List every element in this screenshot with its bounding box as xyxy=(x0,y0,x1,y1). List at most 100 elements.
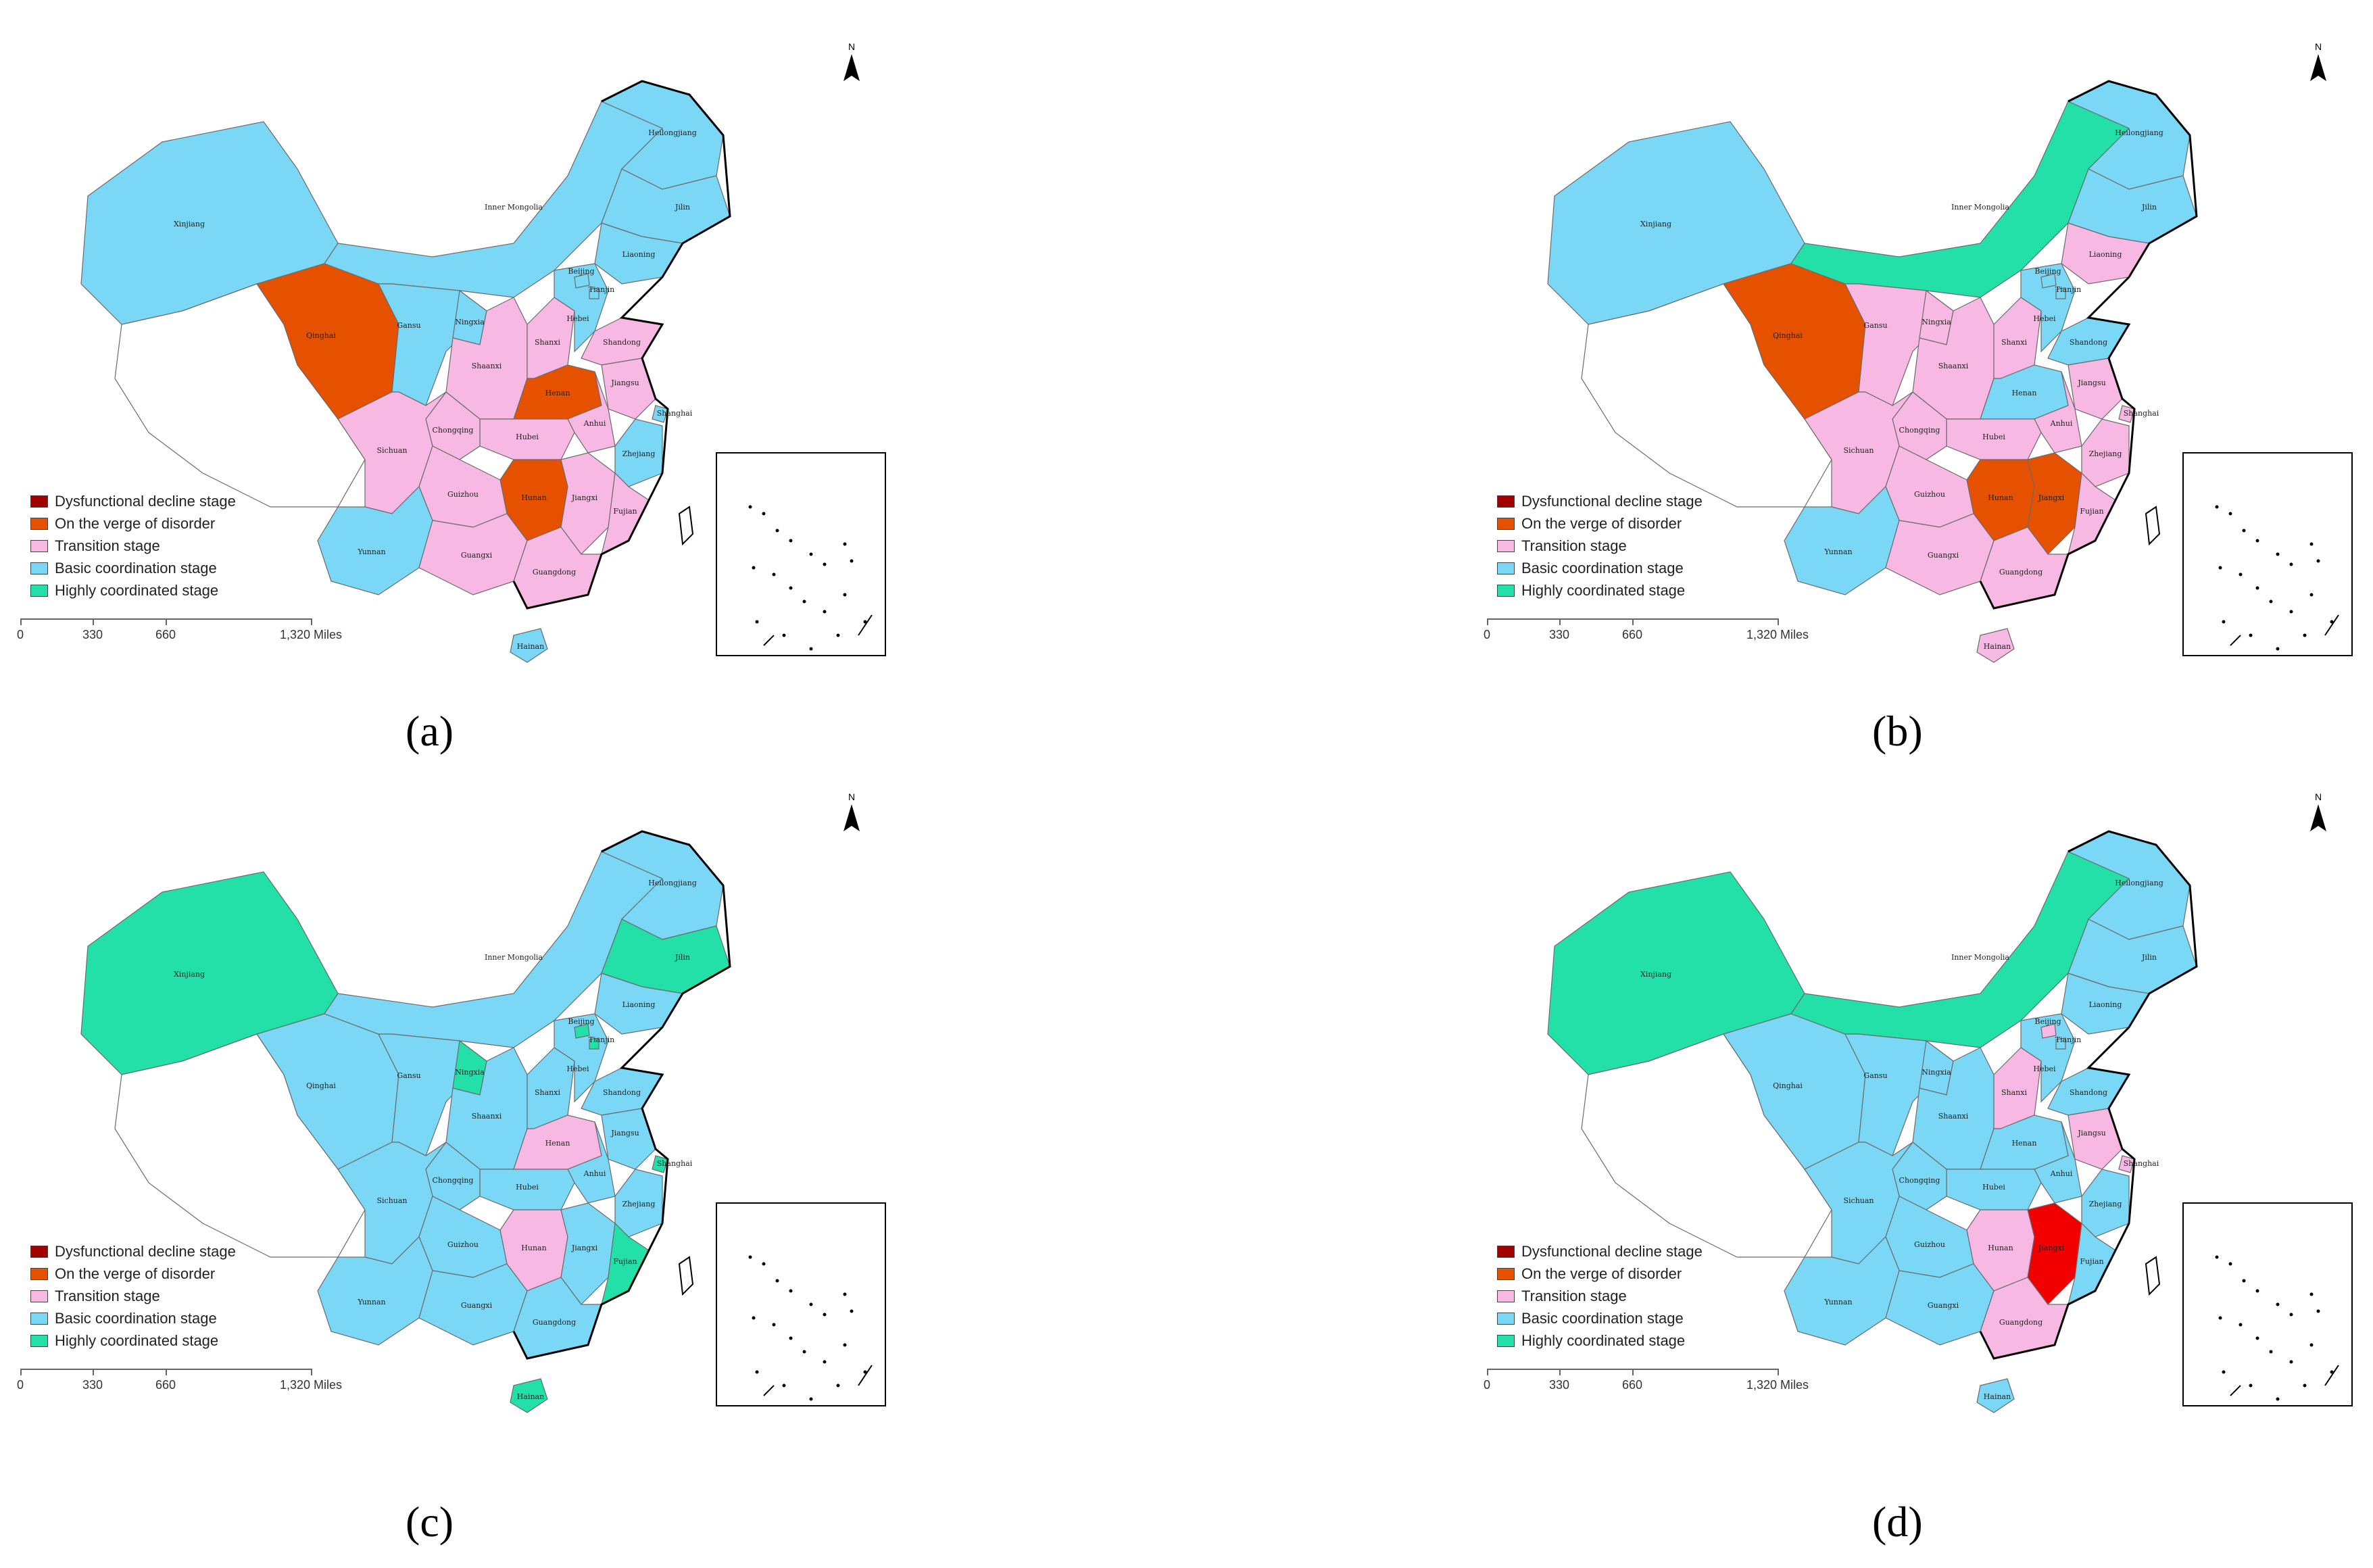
inset-island xyxy=(802,599,806,604)
panel-label-b: (b) xyxy=(1872,707,1923,755)
island-taiwan xyxy=(2145,506,2161,546)
legend-swatch xyxy=(30,1334,48,1347)
panel-label-c: (c) xyxy=(406,1498,454,1546)
province-tianjin xyxy=(2055,1037,2066,1050)
label-tianjin: Tianjin xyxy=(2055,285,2082,294)
label-jilin: Jilin xyxy=(675,953,690,962)
map-svg: Xinjiang Qinghai Inner Mongolia Heilongjian… xyxy=(1547,791,2353,1413)
province-guizhou xyxy=(418,1196,508,1278)
scale-tick xyxy=(93,618,94,625)
legend-label: Transition stage xyxy=(1521,1287,1627,1304)
legend-label: Transition stage xyxy=(55,537,160,554)
label-hainan: Hainan xyxy=(517,642,544,651)
map-svg: Xinjiang Qinghai Inner Mongolia Heilongjian… xyxy=(80,41,886,663)
legend-item: Basic coordination stage xyxy=(1497,557,1703,579)
legend-label: On the verge of disorder xyxy=(55,514,216,532)
inset-island xyxy=(772,1323,776,1327)
label-beijing: Beijing xyxy=(2034,1017,2061,1026)
north-label: N xyxy=(2315,791,2322,802)
legend-swatch xyxy=(30,495,48,508)
label-gansu: Gansu xyxy=(397,321,420,330)
scale-tick-label: 330 xyxy=(82,1378,103,1392)
inset-island xyxy=(789,1289,793,1293)
inset-island xyxy=(782,633,786,637)
label-hebei: Hebei xyxy=(2033,314,2056,323)
inset-island xyxy=(755,1370,759,1374)
north-arrow-icon xyxy=(2310,804,2326,831)
inset-frame xyxy=(2182,1202,2353,1406)
province-tianjin xyxy=(2055,287,2066,299)
label-guizhou: Guizhou xyxy=(1914,490,1945,499)
inset-island xyxy=(789,1336,793,1340)
province-beijing xyxy=(2040,1023,2057,1039)
scale-tick xyxy=(311,1369,312,1375)
province-beijing xyxy=(574,1023,590,1039)
scale-tick-label: 330 xyxy=(82,628,103,641)
inset-island xyxy=(809,1397,813,1401)
legend-swatch xyxy=(30,539,48,552)
scale-tick-label: 1,320 Miles xyxy=(279,1378,343,1392)
scale-tick xyxy=(1778,618,1779,625)
province-hainan xyxy=(510,628,548,663)
legend: Dysfunctional decline stage On the verge … xyxy=(1497,490,1703,602)
legend-item: Dysfunctional decline stage xyxy=(1497,490,1703,512)
inset-boundary-line xyxy=(2230,614,2339,646)
scale-bar: 0 330 660 1,320 Miles xyxy=(1484,618,1809,645)
inset-island xyxy=(823,610,827,614)
province-shanghai xyxy=(652,405,668,423)
inset-island xyxy=(2215,1255,2219,1259)
province-shanghai xyxy=(652,1155,668,1173)
province-anhui xyxy=(2034,371,2082,454)
label-shandong: Shandong xyxy=(603,1088,641,1097)
inset-island xyxy=(775,529,779,533)
label-heilongjiang: Heilongjiang xyxy=(648,128,697,137)
label-sichuan: Sichuan xyxy=(1843,446,1874,455)
inset-island xyxy=(2215,505,2219,509)
province-shanghai xyxy=(2118,1155,2135,1173)
inset-island xyxy=(2249,633,2253,637)
province-jiangsu xyxy=(601,1108,656,1170)
label-guangxi: Guangxi xyxy=(1928,1301,1959,1310)
label-fujian: Fujian xyxy=(2080,507,2103,516)
inset-island xyxy=(2255,1289,2259,1293)
label-qinghai: Qinghai xyxy=(1773,1081,1803,1090)
label-hunan: Hunan xyxy=(521,1244,546,1252)
label-heilongjiang: Heilongjiang xyxy=(648,879,697,887)
label-sichuan: Sichuan xyxy=(376,446,407,455)
label-xinjiang: Xinjiang xyxy=(174,220,205,228)
label-yunnan: Yunnan xyxy=(357,547,385,556)
inset-island xyxy=(762,512,766,516)
label-jiangxi: Jiangxi xyxy=(2038,493,2065,502)
inset-island xyxy=(2309,1343,2314,1347)
label-sichuan: Sichuan xyxy=(376,1196,407,1205)
legend-swatch xyxy=(1497,495,1515,508)
label-beijing: Beijing xyxy=(2034,267,2061,276)
label-henan: Henan xyxy=(545,1139,570,1148)
inset-island xyxy=(809,1302,813,1306)
label-guangdong: Guangdong xyxy=(533,1318,576,1327)
scale-tick xyxy=(1778,1369,1779,1375)
map-panel-a: Xinjiang Qinghai Inner Mongolia Heilongjian… xyxy=(14,41,960,784)
label-guizhou: Guizhou xyxy=(447,1240,479,1249)
legend-item: Dysfunctional decline stage xyxy=(30,1240,236,1263)
island-taiwan xyxy=(678,1256,694,1296)
scale-tick-label: 660 xyxy=(155,628,176,641)
label-shanxi: Shanxi xyxy=(2001,338,2027,347)
legend-item: On the verge of disorder xyxy=(30,1263,236,1285)
scale-tick xyxy=(166,1369,167,1375)
inset-island xyxy=(2239,1323,2243,1327)
scale-tick-label: 0 xyxy=(1483,1378,1491,1392)
province-jiangxi xyxy=(2027,452,2082,555)
label-xinjiang: Xinjiang xyxy=(1640,220,1671,228)
label-chongqing: Chongqing xyxy=(433,426,474,435)
inset-island xyxy=(2269,1350,2273,1354)
label-shanghai: Shanghai xyxy=(657,409,693,418)
legend-label: Highly coordinated stage xyxy=(1521,1331,1686,1349)
coastline xyxy=(512,80,731,610)
label-guangxi: Guangxi xyxy=(461,551,493,560)
label-guangdong: Guangdong xyxy=(533,568,576,577)
legend-item: Highly coordinated stage xyxy=(30,579,236,602)
legend-item: Transition stage xyxy=(30,535,236,557)
label-hubei: Hubei xyxy=(516,433,539,441)
scale-tick-label: 1,320 Miles xyxy=(1746,1378,1809,1392)
